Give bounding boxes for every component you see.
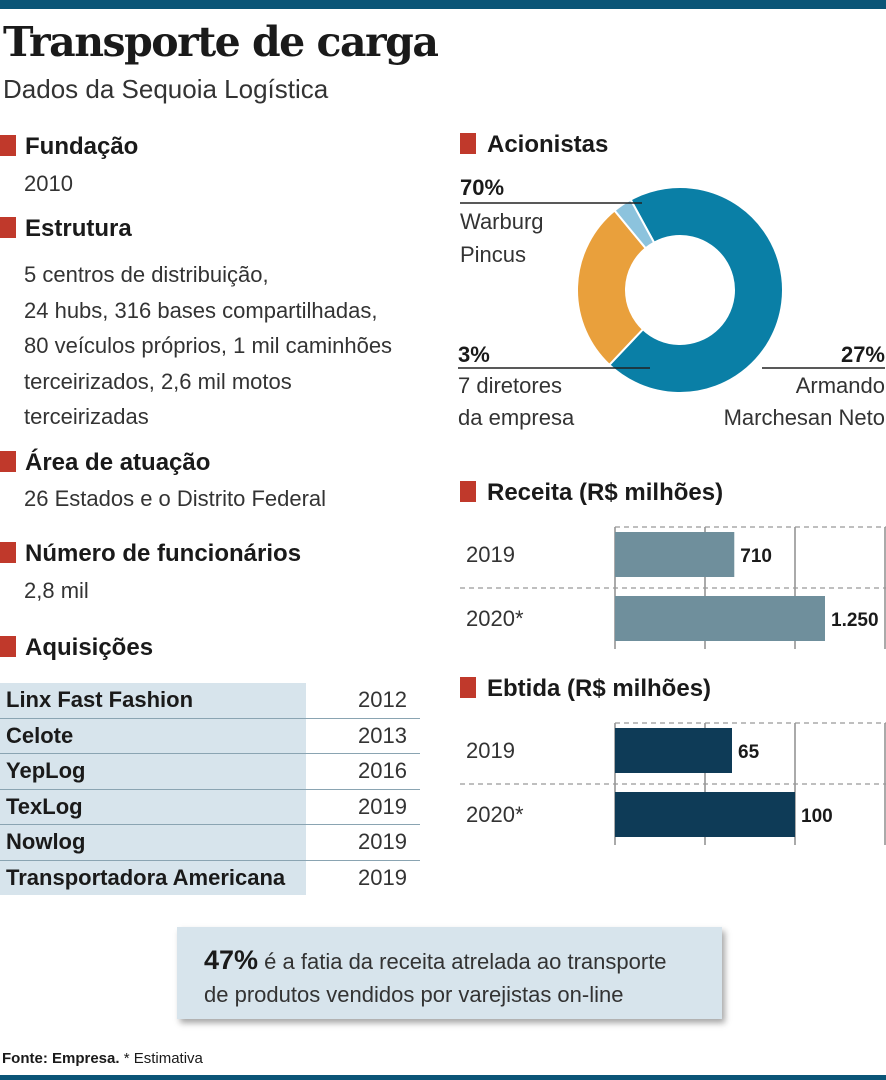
- pie-slice-label: Pincus: [460, 242, 526, 267]
- estrutura-line: 24 hubs, 316 bases compartilhadas,: [24, 297, 378, 323]
- section-marker-icon: [460, 677, 476, 698]
- estrutura-line: terceirizados, 2,6 mil motos: [24, 368, 292, 394]
- pie-pct-label: 70%: [460, 175, 504, 200]
- table-row: Celote 2013: [0, 718, 420, 754]
- funcionarios-value: 2,8 mil: [24, 578, 89, 603]
- receita-value-label: 710: [740, 546, 772, 567]
- section-marker-icon: [0, 217, 16, 238]
- acq-year: 2012: [306, 683, 420, 719]
- receita-title: Receita (R$ milhões): [487, 479, 723, 506]
- aquisicoes-heading: Aquisições: [0, 636, 153, 660]
- acq-year: 2013: [306, 718, 420, 754]
- acq-name: YepLog: [0, 753, 306, 790]
- acq-year: 2019: [306, 789, 420, 825]
- pie-slice: [613, 198, 656, 250]
- estrutura-line: terceirizadas: [24, 404, 149, 429]
- acq-year: 2016: [306, 753, 420, 790]
- funcionarios-heading: Número de funcionários: [0, 542, 301, 566]
- section-marker-icon: [460, 481, 476, 502]
- pie-slice-label: da empresa: [458, 405, 575, 430]
- area-label: Área de atuação: [25, 449, 211, 476]
- acq-year: 2019: [358, 864, 407, 890]
- acq-name: TexLog: [0, 789, 306, 825]
- page-title: Transporte de carga: [3, 18, 439, 66]
- acq-name: Celote: [0, 718, 306, 754]
- estrutura-text: 5 centros de distribuição, 24 hubs, 316 …: [24, 257, 392, 435]
- ebtida-category-label: 2019: [466, 738, 515, 763]
- receita-bar: [615, 596, 825, 641]
- section-marker-icon: [0, 451, 16, 472]
- top-rule: [0, 0, 886, 9]
- ebtida-title: Ebtida (R$ milhões): [487, 675, 711, 702]
- fundacao-value: 2010: [24, 171, 73, 196]
- ebtida-category-label: 2020*: [466, 802, 524, 827]
- callout-line2: de produtos vendidos por varejistas on-l…: [204, 982, 624, 1007]
- pie-slice-label: Armando: [796, 373, 885, 398]
- acionistas-title: Acionistas: [487, 131, 608, 158]
- pie-slice-label: Warburg: [460, 209, 544, 234]
- section-marker-icon: [0, 636, 16, 657]
- estrutura-label: Estrutura: [25, 215, 132, 242]
- ebtida-value-label: 65: [738, 742, 760, 763]
- estrutura-line: 80 veículos próprios, 1 mil caminhões: [24, 333, 393, 358]
- section-marker-icon: [0, 135, 16, 156]
- callout-line1: é a fatia da receita atrelada ao transpo…: [264, 949, 667, 974]
- source-label: Fonte: Empresa.: [2, 1050, 120, 1067]
- acq-name: Linx Fast Fashion: [0, 683, 306, 719]
- acq-year: 2019: [306, 824, 420, 861]
- area-value: 26 Estados e o Distrito Federal: [24, 486, 327, 511]
- table-row: TexLog 2019: [0, 789, 420, 825]
- funcionarios-label: Número de funcionários: [25, 540, 302, 567]
- estrutura-heading: Estrutura: [0, 217, 132, 241]
- table-row: YepLog 2016: [0, 753, 420, 790]
- section-marker-icon: [0, 542, 16, 563]
- receita-category-label: 2020*: [466, 606, 524, 631]
- fundacao-heading: Fundação: [0, 135, 138, 159]
- receita-value-label: 1.250: [831, 610, 879, 631]
- receita-category-label: 2019: [466, 542, 515, 567]
- callout-highlight: 47%: [204, 945, 259, 975]
- aquisicoes-label: Aquisições: [25, 634, 154, 661]
- source-note: Fonte: Empresa. * Estimativa: [2, 1050, 203, 1067]
- source-asterisk-note: * Estimativa: [123, 1050, 203, 1067]
- pie-slice-label: Marchesan Neto: [724, 405, 885, 430]
- pie-pct-label: 3%: [458, 342, 490, 367]
- pie-slice-label: 7 diretores: [458, 373, 562, 398]
- page-subtitle: Dados da Sequoia Logística: [3, 74, 329, 104]
- fundacao-label: Fundação: [25, 133, 139, 160]
- callout-box: 47% é a fatia da receita atrelada ao tra…: [177, 927, 722, 1019]
- ebtida-value-label: 100: [801, 806, 833, 827]
- section-marker-icon: [460, 133, 476, 154]
- receita-bar: [615, 532, 735, 577]
- pie-pct-label: 27%: [841, 342, 885, 367]
- ebtida-bar: [615, 792, 795, 837]
- table-row: Linx Fast Fashion 2012: [0, 683, 420, 719]
- ebtida-bar: [615, 728, 732, 773]
- pie-slice: [576, 209, 648, 367]
- acq-name: Nowlog: [0, 824, 306, 861]
- estrutura-line: 5 centros de distribuição,: [24, 262, 269, 287]
- table-row: Nowlog 2019: [0, 824, 420, 861]
- table-row: Transportadora Americana 2019: [0, 860, 420, 895]
- aquisicoes-table: Linx Fast Fashion 2012 Celote 2013 YepLog 2…: [0, 683, 420, 895]
- acq-name: Transportadora Americana: [0, 860, 306, 895]
- area-heading: Área de atuação: [0, 451, 210, 475]
- bottom-rule: [0, 1075, 886, 1080]
